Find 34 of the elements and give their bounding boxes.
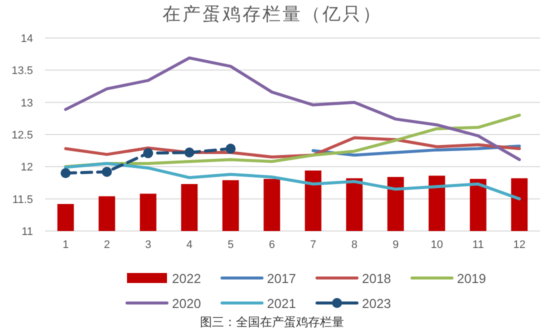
legend-label: 2023 xyxy=(362,296,391,311)
chart-title: 在产蛋鸡存栏量（亿只） xyxy=(162,4,382,25)
text: 图三：全国在产蛋鸡存栏量 xyxy=(200,315,344,329)
x-tick-label: 9 xyxy=(392,239,399,251)
x-tick-label: 7 xyxy=(310,239,316,251)
y-tick-label: 12.5 xyxy=(12,130,33,142)
x-tick-label: 6 xyxy=(268,239,275,251)
x-tick-label: 12 xyxy=(513,239,526,251)
y-tick-label: 11.5 xyxy=(12,194,33,206)
legend-label: 2017 xyxy=(267,271,296,286)
x-tick-label: 8 xyxy=(351,239,358,251)
y-tick-label: 13.5 xyxy=(12,65,33,78)
line-series xyxy=(64,56,521,162)
y-tick-label: 14 xyxy=(20,33,33,45)
y-tick-label: 13 xyxy=(20,97,33,110)
x-tick-label: 4 xyxy=(186,239,192,251)
x-tick-label: 3 xyxy=(145,239,152,251)
x-tick-label: 5 xyxy=(228,239,234,251)
legend-label: 2020 xyxy=(172,296,201,311)
point xyxy=(226,144,236,154)
x-tick-label: 1 xyxy=(62,239,69,251)
legend-label: 2018 xyxy=(362,271,391,286)
point xyxy=(60,168,71,178)
x-tick-label: 10 xyxy=(430,239,443,251)
legend-label: 2022 xyxy=(172,271,201,286)
legend-label: 2019 xyxy=(457,271,486,286)
point xyxy=(102,166,112,177)
x-tick-label: 11 xyxy=(472,239,484,251)
x-tick-label: 2 xyxy=(104,239,110,251)
point xyxy=(143,148,154,158)
y-tick-label: 11 xyxy=(22,226,33,238)
point xyxy=(184,148,194,158)
y-tick-label: 12 xyxy=(20,162,33,174)
legend-label: 2021 xyxy=(267,296,296,311)
